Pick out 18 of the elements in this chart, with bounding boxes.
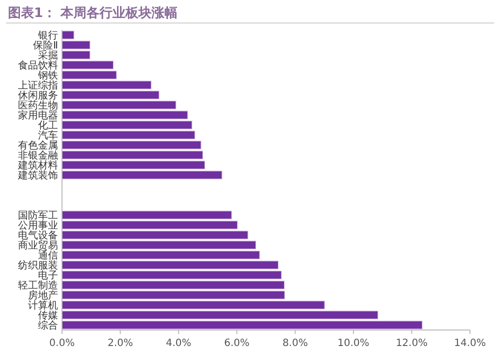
y-tick-label: 综合 — [38, 320, 58, 332]
y-tick-label: 商业贸易 — [18, 240, 58, 252]
x-tick-label: 10.0% — [338, 338, 370, 349]
y-tick-label: 银行 — [37, 30, 58, 42]
x-tick-label: 0.0% — [49, 338, 75, 349]
y-tick-label: 建筑装饰 — [17, 170, 58, 182]
x-tick-label: 4.0% — [166, 338, 192, 349]
y-tick-label: 食品饮料 — [18, 60, 58, 72]
chart-title: 图表1： 本周各行业板块涨幅 — [8, 6, 178, 21]
x-tick-label: 12.0% — [396, 338, 428, 349]
x-tick-label: 6.0% — [224, 338, 250, 349]
y-tick-label: 家用电器 — [18, 110, 58, 122]
y-tick-label: 汽车 — [38, 130, 58, 142]
x-tick-label: 8.0% — [282, 338, 308, 349]
y-tick-label: 计算机 — [28, 300, 58, 312]
x-tick-label: 2.0% — [108, 338, 133, 349]
x-tick-label: 14.0% — [454, 338, 486, 349]
y-tick-label: 上证综指 — [18, 80, 58, 92]
